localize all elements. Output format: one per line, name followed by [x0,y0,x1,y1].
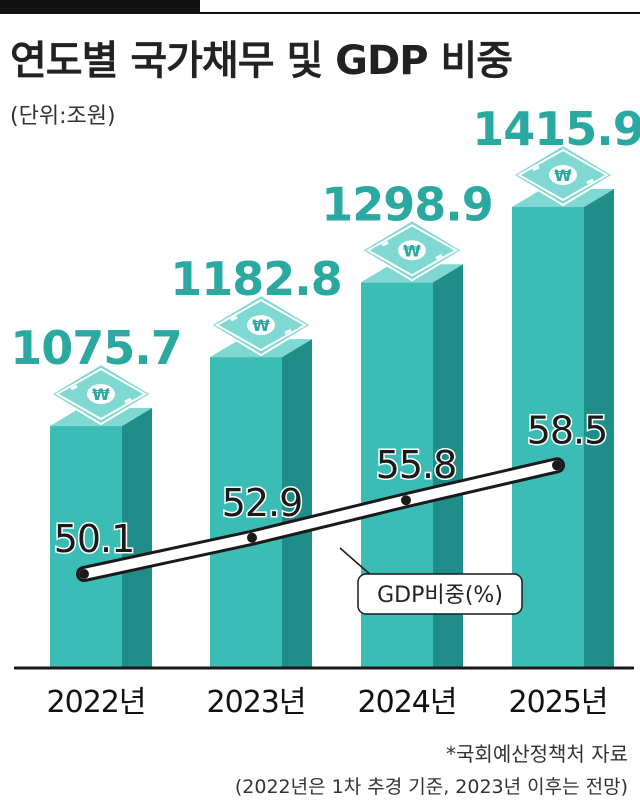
gdp-value-label: 58.5 [527,408,608,452]
source-note: *국회예산정책처 자료 [446,742,628,766]
debt-value-label: 1075.7 [10,321,182,375]
debt-value-label: 1298.9 [321,177,493,231]
debt-value-label: 1415.9 [472,102,640,156]
legend: GDP비중(%) [339,547,523,615]
debt-bar-side [282,339,312,668]
gdp-point [552,460,562,471]
gdp-value-label: 50.1 [54,517,135,561]
gdp-point [401,495,411,506]
gdp-line-layer [76,457,565,582]
legend-gdp-label: GDP비중(%) [377,583,503,608]
debt-value-label: 1182.8 [170,252,342,306]
year-tick-label: 2023년 [207,685,306,720]
year-tick-label: 2024년 [358,685,457,720]
debt-bar-side [122,408,152,668]
gdp-point [247,532,257,543]
header-rule-line [200,12,640,14]
gdp-value-label: 55.8 [376,443,457,487]
chart-title: 연도별 국가채무 및 GDP 비중 [10,38,513,84]
year-tick-label: 2025년 [509,685,608,720]
debt-bar-2022 [50,426,122,668]
gdp-point [79,569,89,579]
header-rule-block [0,0,200,14]
gdp-line [79,460,562,579]
debt-bar-2023 [210,357,282,668]
gdp-value-label: 52.9 [222,481,303,525]
debt-bar-2025 [512,206,584,669]
debt-bar-side [584,188,614,669]
year-tick-label: 2022년 [47,685,146,720]
basis-note: (2022년은 1차 추경 기준, 2023년 이후는 전망) [234,776,628,798]
unit-label: (단위:조원) [10,104,116,129]
labels-layer: 1075.7 2022년 1182.8 2023년 1298.9 2024년 1415.9 2… [10,102,640,720]
legend-box [357,573,523,615]
debt-bar-side [433,264,463,668]
bars-layer [49,143,615,669]
